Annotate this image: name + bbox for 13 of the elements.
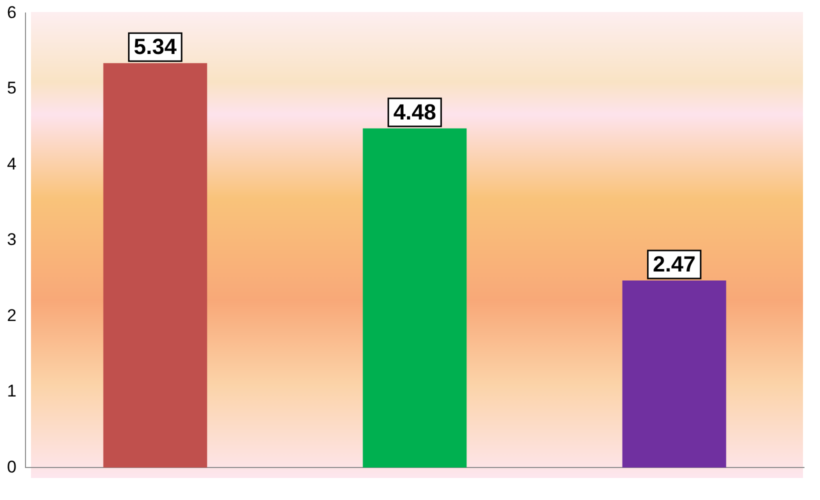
data-label: 2.47: [652, 252, 696, 277]
bar: [103, 63, 208, 468]
bar: [622, 280, 726, 468]
bar: [362, 128, 467, 468]
y-tick-label: 6: [6, 2, 16, 22]
y-tick-label: 1: [6, 382, 16, 401]
data-label: 4.48: [393, 99, 436, 124]
y-tick-label: 5: [6, 78, 16, 98]
y-tick-label: 0: [6, 457, 16, 476]
y-tick-label: 3: [6, 230, 16, 250]
y-tick-label: 2: [6, 306, 16, 325]
data-label: 5.34: [134, 34, 178, 60]
y-tick-label: 4: [6, 154, 16, 174]
